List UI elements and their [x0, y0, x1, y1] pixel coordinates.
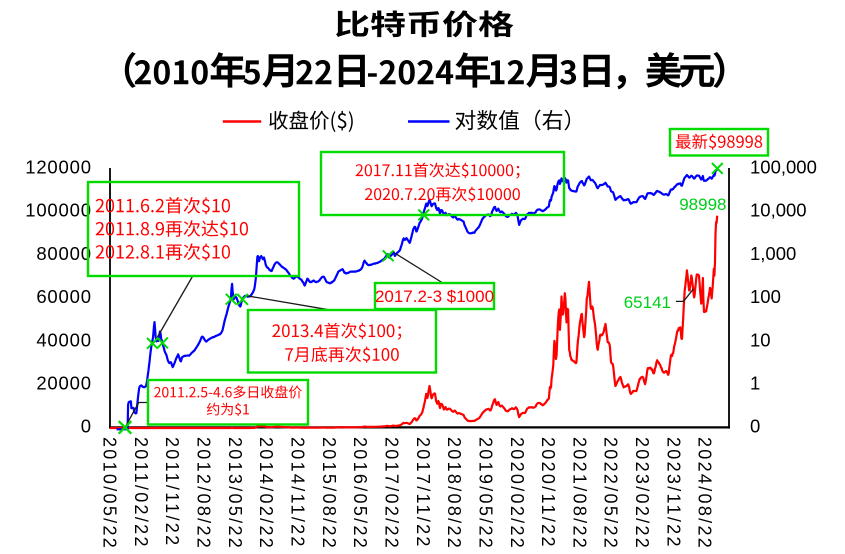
svg-text:2014/02/22: 2014/02/22 [256, 437, 276, 550]
svg-text:60000: 60000 [36, 286, 91, 307]
svg-text:2016/05/22: 2016/05/22 [350, 437, 370, 550]
svg-text:2023/02/22: 2023/02/22 [632, 437, 652, 550]
svg-text:0: 0 [81, 416, 92, 437]
svg-text:1: 1 [750, 372, 760, 393]
svg-text:10: 10 [750, 329, 771, 350]
svg-text:2012/08/22: 2012/08/22 [194, 437, 214, 550]
svg-text:2015/08/22: 2015/08/22 [319, 437, 339, 550]
svg-text:0: 0 [750, 416, 760, 437]
svg-text:2024/08/22: 2024/08/22 [695, 437, 715, 550]
svg-text:120000: 120000 [25, 157, 92, 178]
svg-text:100000: 100000 [25, 200, 92, 221]
svg-text:100,000: 100,000 [750, 157, 817, 178]
svg-text:2011/11/22: 2011/11/22 [162, 437, 182, 547]
svg-text:100: 100 [750, 286, 781, 307]
svg-text:80000: 80000 [36, 243, 91, 264]
svg-text:65141: 65141 [624, 293, 671, 312]
svg-text:2013/05/22: 2013/05/22 [225, 437, 245, 550]
svg-text:2017/11/22: 2017/11/22 [413, 437, 433, 549]
svg-text:2020/02/22: 2020/02/22 [507, 437, 527, 550]
svg-text:2017.2-3 $1000: 2017.2-3 $1000 [375, 287, 494, 306]
svg-text:20000: 20000 [36, 372, 91, 393]
svg-text:2018/08/22: 2018/08/22 [444, 437, 464, 550]
svg-text:2011/02/22: 2011/02/22 [131, 437, 151, 549]
svg-text:1,000: 1,000 [750, 243, 796, 264]
svg-text:2023/11/22: 2023/11/22 [663, 437, 683, 549]
svg-text:98998: 98998 [679, 195, 726, 214]
svg-text:2022/05/22: 2022/05/22 [601, 437, 621, 550]
svg-text:2019/05/22: 2019/05/22 [475, 437, 495, 550]
svg-text:2014/11/22: 2014/11/22 [288, 437, 308, 549]
svg-text:2010/05/22: 2010/05/22 [100, 437, 120, 550]
svg-text:2021/08/22: 2021/08/22 [569, 437, 589, 550]
svg-text:2020/11/22: 2020/11/22 [538, 437, 558, 549]
svg-text:10,000: 10,000 [750, 200, 807, 221]
svg-text:2017/02/22: 2017/02/22 [382, 437, 402, 550]
svg-text:40000: 40000 [36, 329, 91, 350]
